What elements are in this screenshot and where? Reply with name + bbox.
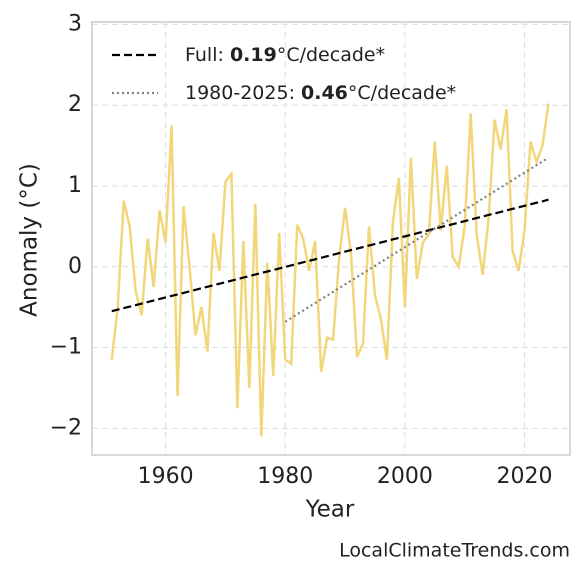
credit: LocalClimateTrends.com <box>339 540 570 562</box>
y-tick-label: −1 <box>50 335 82 360</box>
legend-suffix: °C/decade* <box>277 44 385 66</box>
x-axis-label: Year <box>305 497 355 523</box>
y-axis-label: Anomaly (°C) <box>17 163 43 317</box>
legend-slope: 0.46 <box>301 82 348 104</box>
legend-slope: 0.19 <box>230 44 277 66</box>
x-tick-label: 1980 <box>257 464 313 489</box>
legend-label: Full: 0.19°C/decade* <box>185 44 385 66</box>
x-tick-label: 2020 <box>497 464 553 489</box>
y-tick-label: −2 <box>50 415 82 440</box>
y-tick-label: 2 <box>68 92 82 117</box>
legend-prefix: Full: <box>185 44 230 66</box>
x-tick-label: 1960 <box>138 464 194 489</box>
y-tick-label: 3 <box>68 11 82 36</box>
series-line <box>110 103 550 437</box>
x-tick-label: 2000 <box>377 464 433 489</box>
legend-label: 1980-2025: 0.46°C/decade* <box>185 82 456 104</box>
series-line <box>284 156 550 323</box>
legend-prefix: 1980-2025: <box>185 82 301 104</box>
legend-suffix: °C/decade* <box>348 82 456 104</box>
y-tick-label: 1 <box>68 173 82 198</box>
plot-frame <box>91 21 571 456</box>
series-line <box>111 198 549 313</box>
y-tick-label: 0 <box>68 254 82 279</box>
